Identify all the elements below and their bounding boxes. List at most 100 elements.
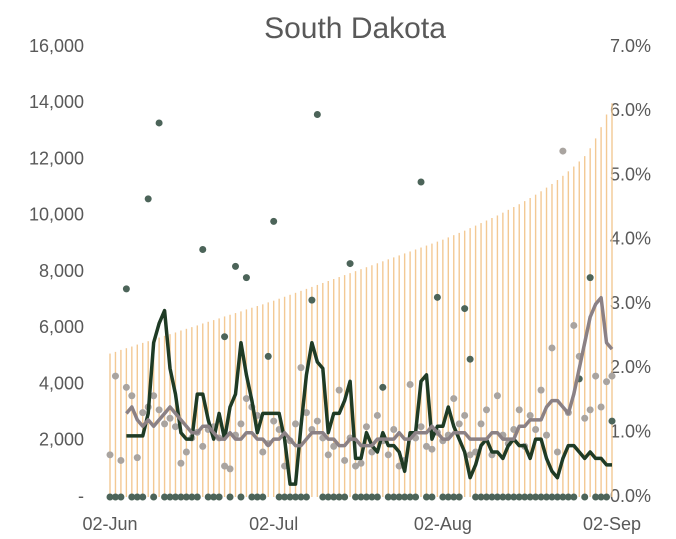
bar [523,201,526,497]
y-tick-label: 14,000 [29,92,84,112]
dot [526,411,534,419]
dot [608,417,616,425]
dot [412,493,420,501]
dot [455,493,463,501]
bar [202,323,204,497]
dot [221,333,229,341]
bar [453,235,455,497]
bar [125,348,128,497]
dot [581,493,589,501]
dot [466,355,474,363]
bar [223,316,226,497]
y2-tick-label: 7.0% [610,36,651,56]
dot [553,448,561,456]
dot [417,423,425,431]
dot [395,493,403,501]
dot [422,493,430,501]
dot [461,411,469,419]
dot [106,451,114,459]
bar [480,223,482,497]
bar [409,251,411,497]
dot [341,493,349,501]
dot [281,493,289,501]
dot [150,493,158,501]
y-tick-label: 10,000 [29,205,84,225]
y-tick-label: 16,000 [29,36,84,56]
dot [352,462,360,470]
dot [586,406,594,414]
x-tick-label: 02-Aug [414,514,472,534]
bar [556,180,559,497]
dot [341,456,349,464]
dot [302,493,310,501]
bar [240,311,242,497]
x-tick-label: 02-Jul [249,514,298,534]
dot [390,493,398,501]
bar [403,253,406,497]
bar [611,103,613,497]
bar [584,156,586,497]
bar [120,349,122,497]
dot [493,392,501,400]
dot [543,431,551,439]
bar [322,282,324,497]
dot [352,493,360,501]
dot [117,456,125,464]
dot [466,451,474,459]
bar [272,300,275,497]
bar [425,245,428,497]
bar [305,288,308,497]
dot [150,392,158,400]
dot [592,493,600,501]
y2-tick-label: 1.0% [610,421,651,441]
dot [373,493,381,501]
dot [346,260,354,268]
bar [567,171,570,497]
bar [294,292,297,497]
x-tick-label: 02-Sep [583,514,641,534]
dot [264,352,272,360]
dot [406,493,414,501]
dot [406,381,414,388]
dot [242,395,250,403]
bar [594,138,597,497]
bar [343,275,346,497]
dot [592,372,600,380]
dot [335,493,343,501]
dot [226,465,234,473]
dot [597,403,605,411]
bar [376,263,379,497]
dot [357,459,365,467]
dot [292,420,300,428]
bar [485,220,488,497]
dot [461,305,469,313]
dot [215,493,223,501]
bar [212,320,215,497]
dot [493,493,501,501]
dot [308,296,316,304]
dot [297,493,305,501]
dot [603,493,611,501]
bar [491,218,493,497]
bar [371,265,373,497]
y2-tick-label: 3.0% [610,293,651,313]
dot [171,493,179,501]
dot [444,493,452,501]
dot [324,451,332,459]
y2-tick-label: 5.0% [610,164,651,184]
dot [559,493,567,501]
dot [515,406,523,414]
dot [428,493,436,501]
dot [221,462,229,470]
bar [420,247,422,497]
dot [204,493,212,501]
bar [398,255,400,497]
bar [354,271,357,497]
dot [237,420,245,428]
bar [507,209,510,497]
dot [428,445,436,453]
dot [433,293,441,301]
dot [537,493,545,501]
bar [562,175,564,497]
dot [330,493,338,501]
